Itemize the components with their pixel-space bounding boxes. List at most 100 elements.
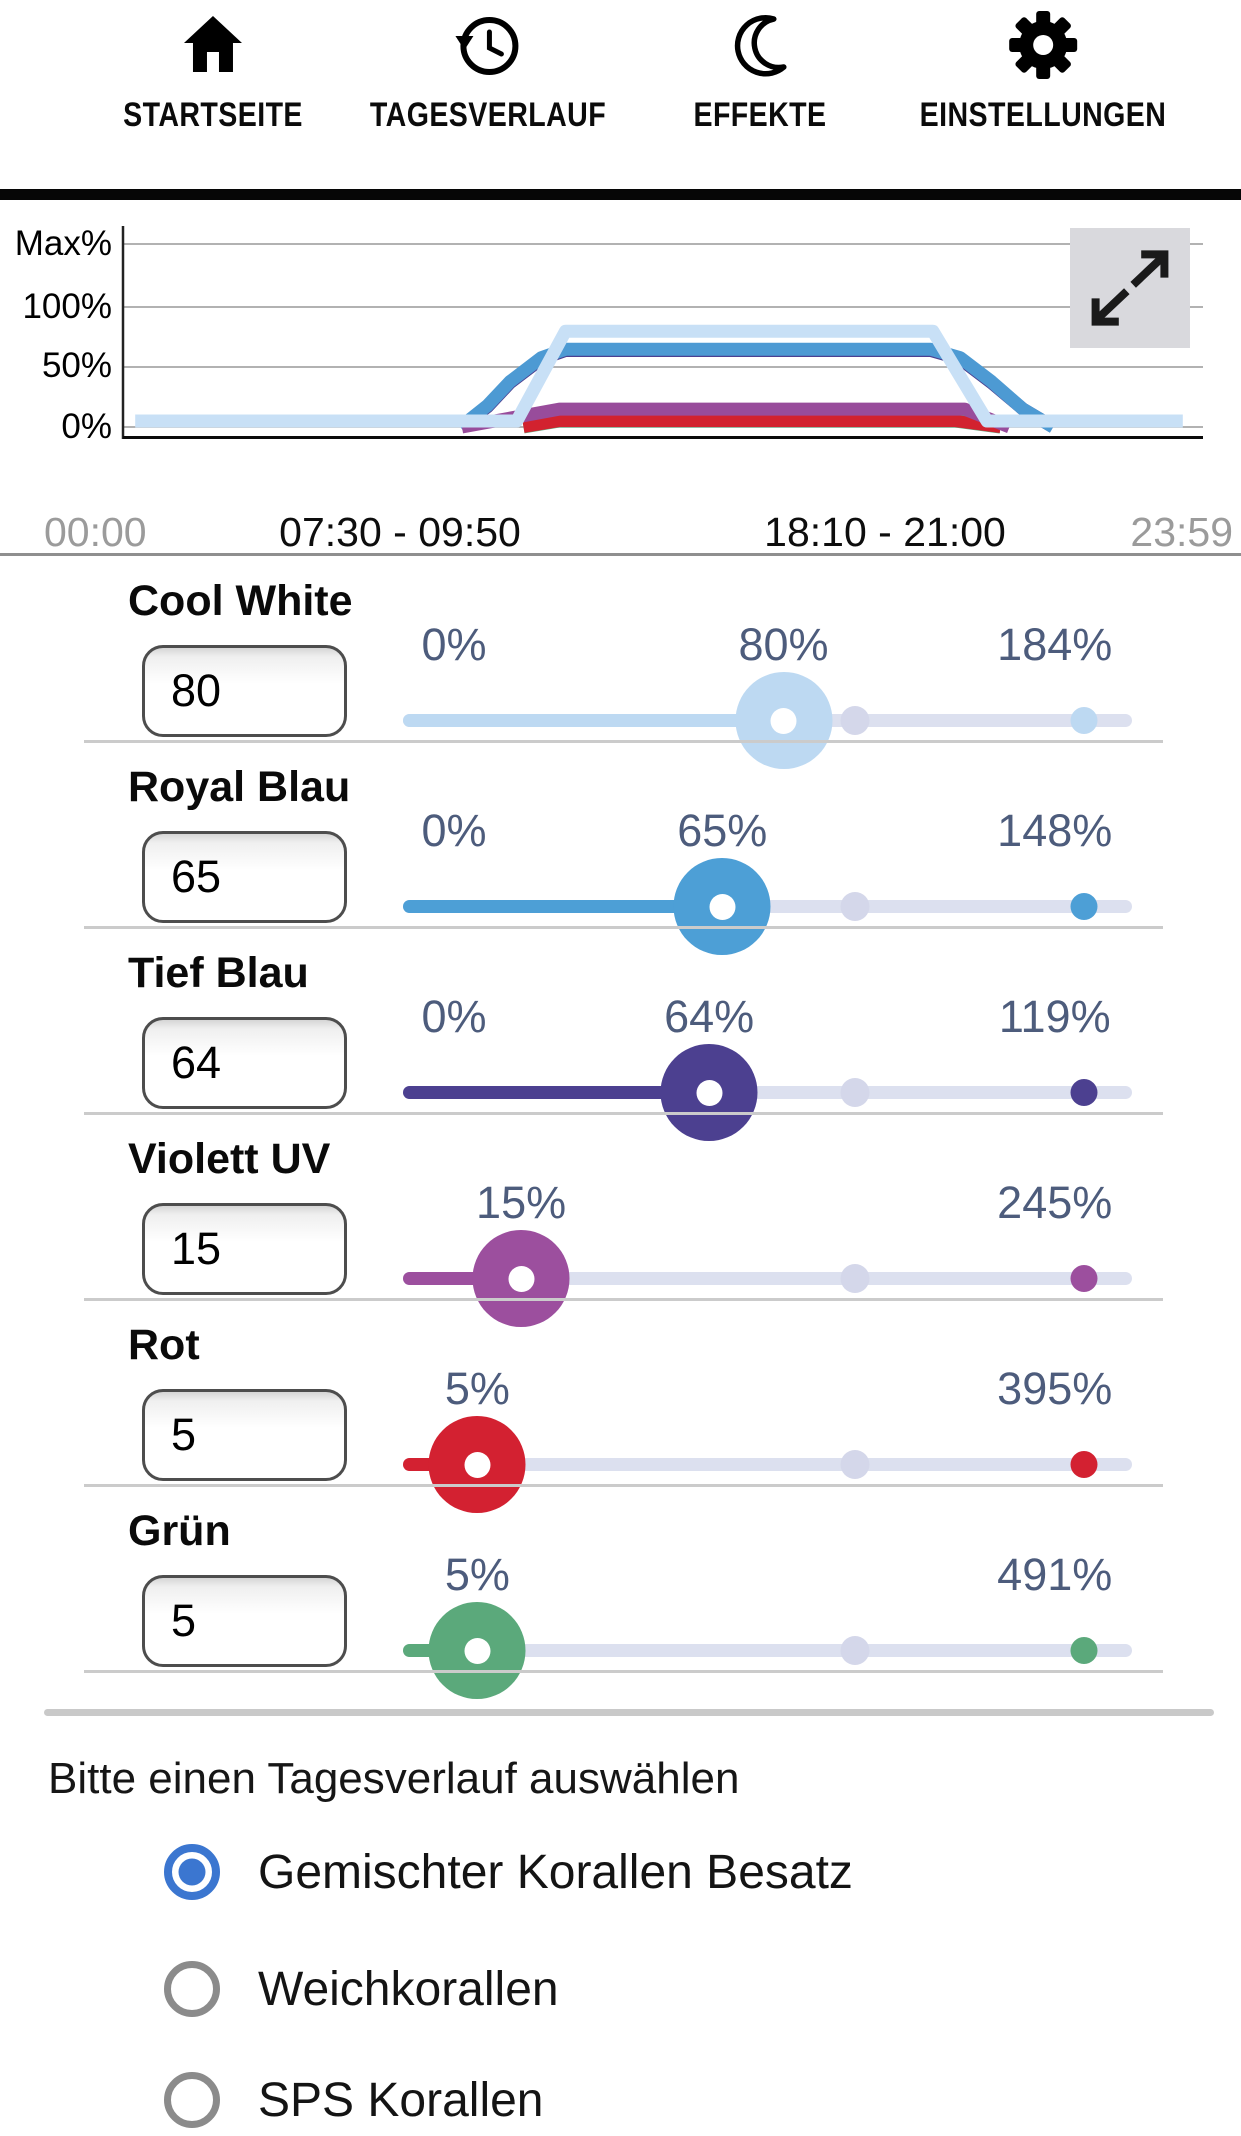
section-divider [0, 553, 1241, 556]
channel-value-input[interactable] [142, 1575, 347, 1667]
y-axis-label-50: 50% [41, 346, 112, 385]
tab-label: EFFEKTE [693, 96, 827, 134]
channel-value-input[interactable] [142, 1203, 347, 1295]
tab-einstellungen[interactable]: EINSTELLUNGEN [896, 10, 1190, 135]
row-divider [84, 1112, 1163, 1115]
slider-track[interactable] [403, 1272, 1132, 1285]
radio-icon[interactable] [164, 2072, 220, 2128]
slider-thumb[interactable] [660, 1044, 758, 1141]
row-divider [84, 1298, 1163, 1301]
channel-row: Tief Blau 0% 64% 119% [0, 929, 1241, 1141]
option-label: SPS Korallen [258, 2073, 544, 2127]
tab-label: EINSTELLUNGEN [919, 96, 1167, 134]
row-divider [84, 1670, 1163, 1673]
radio-icon[interactable] [164, 1844, 220, 1900]
channel-value-input[interactable] [142, 831, 347, 923]
profile-option-sps-korallen[interactable]: SPS Korallen [164, 2072, 544, 2128]
row-divider [84, 740, 1163, 743]
channel-row: Royal Blau 0% 65% 148% [0, 743, 1241, 955]
channel-value-input[interactable] [142, 645, 347, 737]
tab-effekte[interactable]: EFFEKTE [681, 10, 839, 135]
home-icon [178, 10, 248, 80]
slider-value-label: 5% [444, 1363, 510, 1414]
slider-track[interactable] [403, 1644, 1132, 1657]
top-navigation-bar: STARTSEITE TAGESVERLAUF EFFEKTE [0, 0, 1241, 200]
slider-value-label: 15% [476, 1177, 567, 1228]
slider-max-marker [1070, 1265, 1098, 1292]
slider-track[interactable] [403, 1458, 1132, 1471]
day-curve-chart [121, 226, 1203, 439]
slider-max-marker [1070, 1451, 1098, 1478]
channel-name: Cool White [128, 577, 353, 625]
light-channel-curves [135, 324, 1183, 434]
slider-max-marker [1070, 1079, 1098, 1106]
history-clock-icon [453, 10, 523, 80]
channel-row: Rot 5% 395% [0, 1301, 1241, 1513]
slider-max-label: 148% [997, 805, 1113, 856]
row-divider [84, 1484, 1163, 1487]
thumb-hole [770, 707, 797, 734]
thumb-hole [709, 893, 736, 920]
tab-tagesverlauf[interactable]: TAGESVERLAUF [347, 10, 628, 135]
tab-label: STARTSEITE [123, 96, 303, 134]
option-label: Weichkorallen [258, 1962, 559, 2016]
radio-icon[interactable] [164, 1961, 220, 2017]
slider-max-marker [1070, 893, 1098, 920]
slider-value-label: 5% [444, 1549, 510, 1600]
slider-track-fill [403, 1086, 710, 1099]
slider-100-percent-marker [840, 1078, 870, 1107]
time-evening-range: 18:10 - 21:00 [764, 509, 1006, 555]
slider-100-percent-marker [840, 892, 870, 921]
thumb-hole [508, 1265, 535, 1292]
slider-thumb[interactable] [673, 858, 771, 955]
channel-name: Tief Blau [128, 949, 309, 997]
gear-icon [1008, 10, 1078, 80]
slider-max-label: 184% [997, 619, 1113, 670]
thumb-hole [696, 1079, 723, 1106]
y-axis-label-max: Max% [14, 224, 112, 263]
profile-option-gemischter-korallen-besatz[interactable]: Gemischter Korallen Besatz [164, 1844, 853, 1900]
expand-arrows-icon [1091, 250, 1169, 326]
channel-row: Grün 5% 491% [0, 1487, 1241, 1699]
slider-max-marker [1070, 1637, 1098, 1664]
channel-slider-list: Cool White 0% 80% 184% Royal Blau 0% 65%… [0, 557, 1241, 1699]
channel-value-input[interactable] [142, 1389, 347, 1481]
slider-section-end-bar [44, 1709, 1214, 1716]
channel-name: Rot [128, 1321, 200, 1369]
channel-value-input[interactable] [142, 1017, 347, 1109]
profile-option-weichkorallen[interactable]: Weichkorallen [164, 1961, 559, 2017]
slider-value-label: 80% [738, 619, 829, 670]
slider-min-label: 0% [421, 805, 487, 856]
y-axis-label-100: 100% [22, 287, 112, 326]
channel-name: Violett UV [128, 1135, 331, 1183]
slider-track-fill [403, 714, 784, 727]
tab-label: TAGESVERLAUF [369, 96, 607, 134]
slider-min-label: 0% [421, 991, 487, 1042]
time-start: 00:00 [44, 509, 147, 555]
slider-thumb[interactable] [735, 672, 833, 769]
option-label: Gemischter Korallen Besatz [258, 1845, 853, 1899]
channel-name: Royal Blau [128, 763, 351, 811]
thumb-hole [464, 1451, 491, 1478]
profile-heading: Bitte einen Tagesverlauf auswählen [48, 1754, 740, 1803]
slider-100-percent-marker [840, 1264, 870, 1293]
thumb-hole [464, 1637, 491, 1664]
curve-royal-blau [456, 342, 1057, 433]
slider-100-percent-marker [840, 1636, 870, 1665]
slider-thumb[interactable] [428, 1602, 526, 1699]
slider-max-marker [1070, 707, 1098, 734]
slider-value-label: 65% [677, 805, 768, 856]
expand-chart-button[interactable] [1070, 228, 1190, 348]
channel-name: Grün [128, 1507, 231, 1555]
slider-min-label: 0% [421, 619, 487, 670]
y-axis-label-0: 0% [61, 407, 112, 446]
slider-track-fill [403, 900, 723, 913]
slider-thumb[interactable] [472, 1230, 570, 1327]
row-divider [84, 926, 1163, 929]
curve-cool-white [135, 324, 1183, 428]
slider-max-label: 119% [998, 991, 1111, 1042]
slider-thumb[interactable] [428, 1416, 526, 1513]
channel-row: Cool White 0% 80% 184% [0, 557, 1241, 769]
slider-100-percent-marker [840, 1450, 870, 1479]
tab-startseite[interactable]: STARTSEITE [106, 10, 320, 135]
